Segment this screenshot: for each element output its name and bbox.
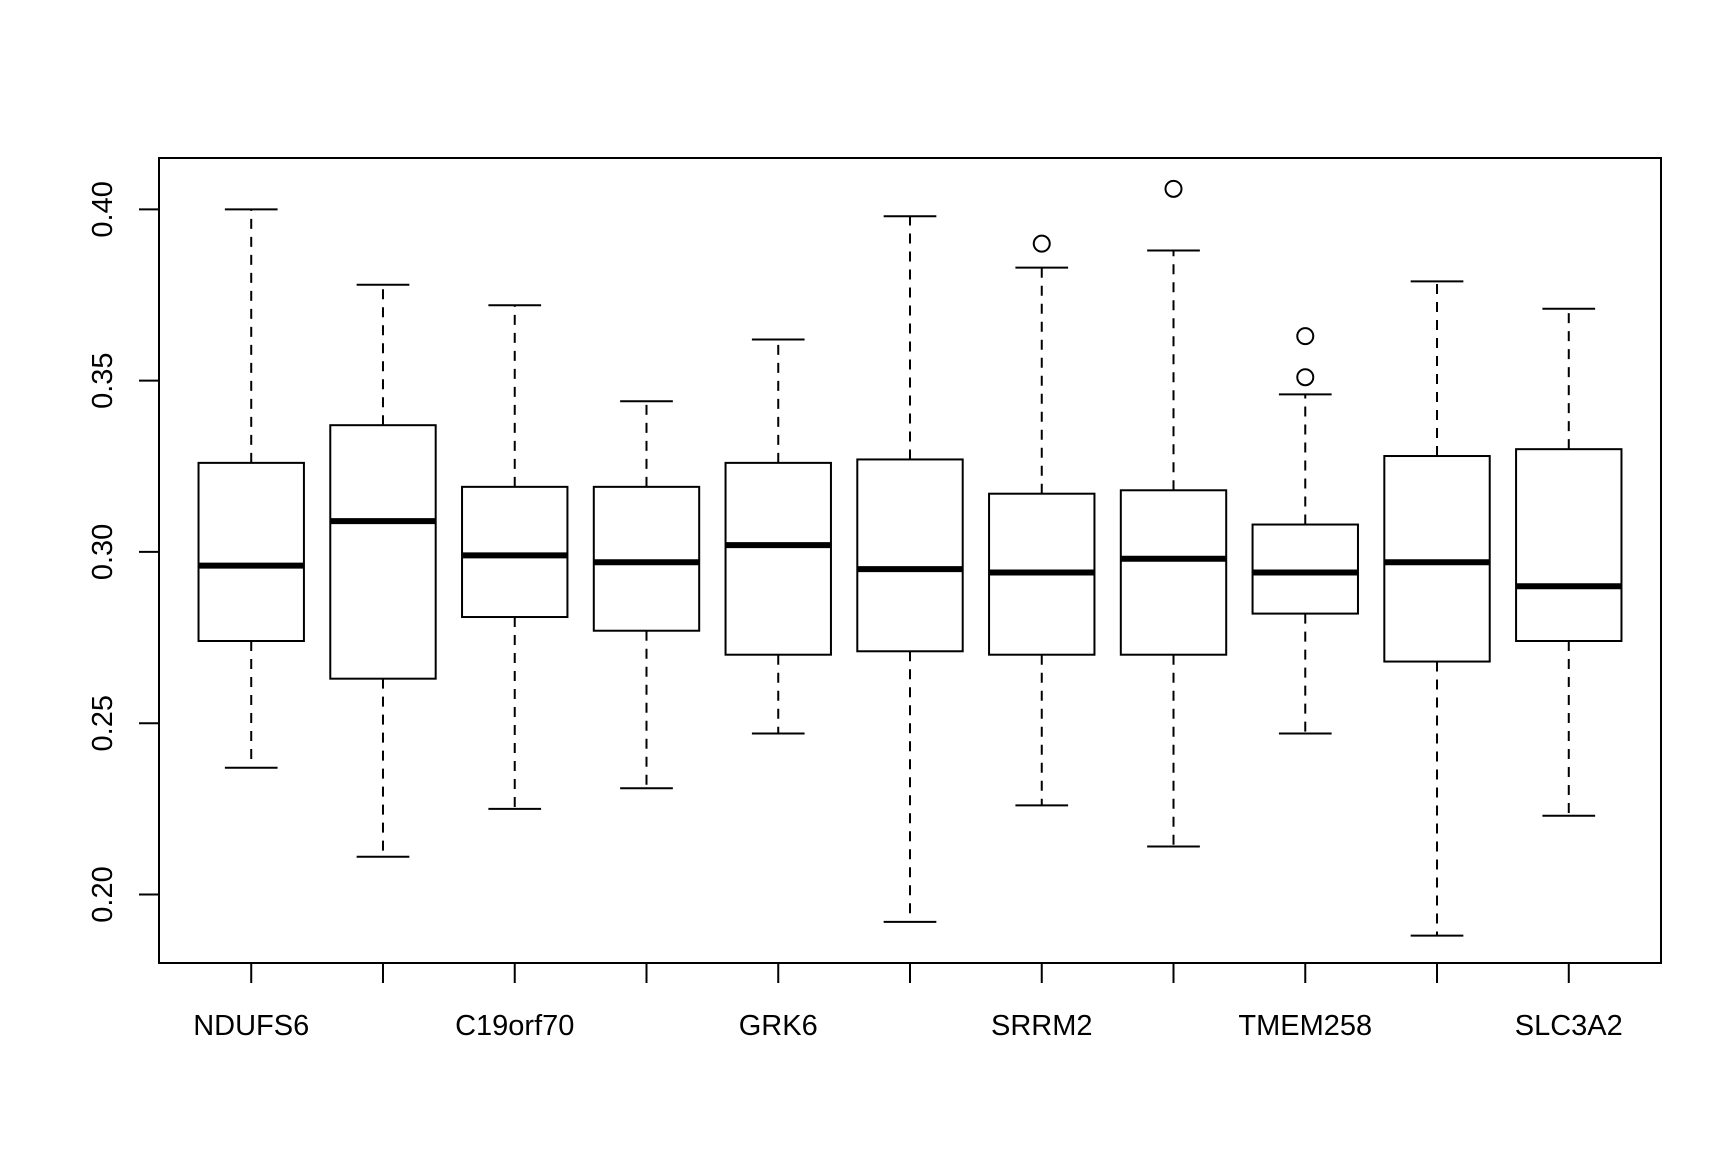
box-group xyxy=(329,283,437,858)
box-group xyxy=(592,400,701,790)
iqr-box xyxy=(856,458,964,653)
outlier-point xyxy=(1164,179,1183,198)
outlier-point xyxy=(1296,327,1315,346)
box-group xyxy=(1119,179,1228,848)
y-tick-label: 0.20 xyxy=(87,866,119,922)
box-group xyxy=(988,234,1096,807)
x-tick-label: TMEM258 xyxy=(1238,1010,1372,1042)
y-tick-label: 0.35 xyxy=(87,352,119,408)
boxes-layer xyxy=(197,179,1623,937)
x-tick-label: NDUFS6 xyxy=(193,1010,309,1042)
iqr-box xyxy=(1119,489,1228,656)
x-tick-label: SRRM2 xyxy=(991,1010,1093,1042)
y-tick-label: 0.25 xyxy=(87,695,119,751)
plot-frame xyxy=(158,157,1662,964)
box-group xyxy=(856,215,964,923)
iqr-box xyxy=(1515,448,1623,643)
iqr-box xyxy=(592,485,701,632)
box-group xyxy=(1383,280,1491,937)
iqr-box xyxy=(461,485,569,619)
iqr-box xyxy=(329,424,437,680)
box-group xyxy=(1515,307,1623,817)
x-tick-label: C19orf70 xyxy=(455,1010,574,1042)
y-tick-label: 0.30 xyxy=(87,524,119,580)
x-tick-label: SLC3A2 xyxy=(1515,1010,1623,1042)
axes-layer: NDUFS6 C19orf70 GRK6 SRRM2 TMEM258 SLC3A2 0.20… xyxy=(87,181,1623,1042)
y-tick-label: 0.40 xyxy=(87,181,119,237)
box-group xyxy=(197,208,305,769)
box-group xyxy=(1251,327,1359,735)
iqr-box xyxy=(197,461,305,642)
iqr-box xyxy=(1383,455,1491,663)
x-tick-label: GRK6 xyxy=(739,1010,818,1042)
iqr-box xyxy=(724,461,832,656)
box-group xyxy=(461,304,569,810)
outlier-point xyxy=(1032,234,1051,253)
iqr-box xyxy=(1251,523,1359,615)
outlier-point xyxy=(1296,368,1315,387)
box-group xyxy=(724,338,832,735)
